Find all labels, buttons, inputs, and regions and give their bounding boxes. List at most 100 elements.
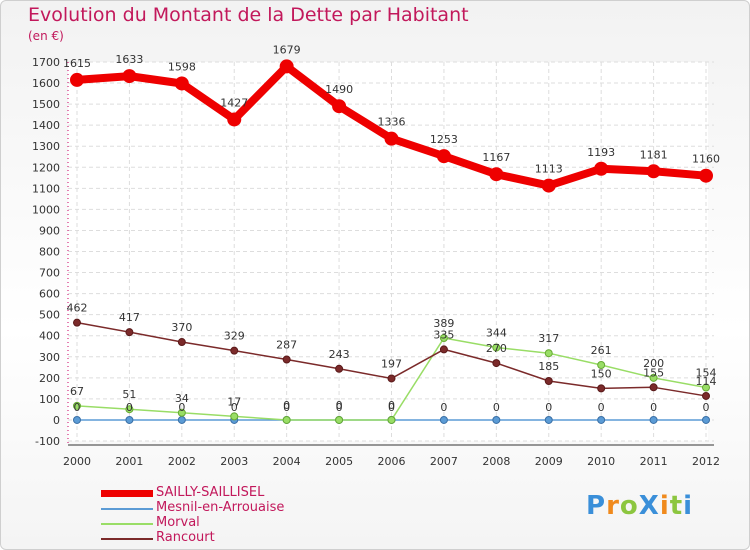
- data-label: 1490: [325, 83, 353, 96]
- data-label: 0: [388, 399, 395, 412]
- y-tick-label: 1200: [32, 161, 60, 174]
- legend-item-morval: Morval: [101, 515, 361, 530]
- data-label: 1167: [482, 151, 510, 164]
- data-label: 344: [486, 327, 507, 340]
- data-label: 261: [591, 344, 612, 357]
- data-label: 0: [283, 399, 290, 412]
- data-point: [649, 383, 658, 392]
- data-point: [122, 69, 137, 84]
- x-tick-label: 2004: [273, 455, 301, 468]
- data-point: [73, 401, 81, 410]
- chart-subtitle: (en €): [28, 29, 64, 43]
- y-tick-label: 1300: [32, 140, 60, 153]
- data-label: 1193: [587, 146, 615, 159]
- data-point: [230, 412, 239, 421]
- x-tick-label: 2006: [378, 455, 406, 468]
- data-label: 0: [336, 401, 343, 414]
- data-label: 0: [440, 401, 447, 414]
- legend-swatch-morval: [101, 523, 153, 525]
- data-label: 270: [486, 342, 507, 355]
- legend-label-sailly-saillisel: SAILLY-SAILLISEL: [156, 485, 265, 500]
- data-point: [177, 415, 186, 424]
- data-point: [541, 178, 556, 193]
- y-tick-label: -100: [35, 435, 60, 448]
- data-label: 0: [126, 401, 133, 414]
- data-label: 389: [433, 317, 454, 330]
- data-label: 51: [122, 388, 136, 401]
- x-tick-label: 2010: [587, 455, 615, 468]
- y-tick-label: 600: [39, 288, 60, 301]
- data-label: 34: [175, 392, 189, 405]
- data-label: 17: [227, 395, 241, 408]
- data-label: 335: [433, 328, 454, 341]
- data-label: 0: [650, 401, 657, 414]
- data-point: [335, 415, 344, 424]
- data-label: 200: [643, 357, 664, 370]
- y-tick-label: 1000: [32, 203, 60, 216]
- y-tick-label: 1100: [32, 182, 60, 195]
- x-tick-label: 2012: [692, 455, 720, 468]
- data-label: 1598: [168, 60, 196, 73]
- data-point: [699, 168, 713, 183]
- data-point: [70, 72, 84, 87]
- data-point: [387, 374, 396, 383]
- legend-label-mesnil-en-arrouaise: Mesnil-en-Arrouaise: [156, 500, 285, 515]
- data-label: 1633: [115, 53, 143, 66]
- data-label: 1253: [430, 133, 458, 146]
- x-tick-label: 2003: [220, 455, 248, 468]
- data-label: 114: [696, 375, 717, 388]
- data-point: [125, 415, 134, 424]
- data-point: [73, 415, 81, 424]
- data-label: 1181: [640, 148, 668, 161]
- data-label: 1615: [63, 57, 91, 70]
- x-tick-label: 2009: [535, 455, 563, 468]
- data-point: [492, 343, 501, 352]
- data-point: [230, 346, 239, 355]
- data-label: 317: [538, 332, 559, 345]
- y-tick-label: 900: [39, 224, 60, 237]
- data-label: 150: [591, 367, 612, 380]
- y-tick-label: 400: [39, 330, 60, 343]
- data-point: [544, 415, 553, 424]
- data-point: [384, 131, 399, 146]
- data-point: [439, 345, 448, 354]
- legend-swatch-rancourt: [101, 538, 153, 540]
- legend-label-morval: Morval: [156, 515, 200, 530]
- y-tick-label: 800: [39, 246, 60, 259]
- data-label: 197: [381, 357, 402, 370]
- legend-item-sailly-saillisel: SAILLY-SAILLISEL: [101, 485, 361, 500]
- data-label: 0: [74, 401, 81, 414]
- data-label: 155: [643, 366, 664, 379]
- data-point: [279, 59, 294, 74]
- data-point: [544, 349, 553, 358]
- data-point: [646, 164, 661, 179]
- data-point: [649, 415, 658, 424]
- data-point: [174, 76, 189, 91]
- data-point: [73, 318, 81, 327]
- data-point: [702, 383, 710, 392]
- data-label: 0: [178, 401, 185, 414]
- x-tick-label: 2011: [640, 455, 668, 468]
- data-label: 0: [388, 401, 395, 414]
- data-label: 287: [276, 339, 297, 352]
- data-label: 154: [696, 367, 717, 380]
- data-point: [125, 405, 134, 414]
- data-point: [227, 112, 242, 127]
- y-tick-label: 300: [39, 351, 60, 364]
- data-label: 67: [70, 385, 84, 398]
- data-point: [387, 415, 396, 424]
- data-label: 1427: [220, 96, 248, 109]
- data-point: [489, 167, 504, 182]
- data-label: 0: [545, 401, 552, 414]
- data-label: 1336: [378, 116, 406, 129]
- data-label: 1679: [273, 43, 301, 56]
- y-tick-label: 1500: [32, 98, 60, 111]
- y-tick-label: 1400: [32, 119, 60, 132]
- legend-item-mesnil-en-arrouaise: Mesnil-en-Arrouaise: [101, 500, 361, 515]
- y-tick-label: 100: [39, 393, 60, 406]
- data-label: 329: [224, 330, 245, 343]
- data-point: [282, 415, 291, 424]
- legend-label-rancourt: Rancourt: [156, 530, 215, 545]
- data-point: [702, 391, 710, 400]
